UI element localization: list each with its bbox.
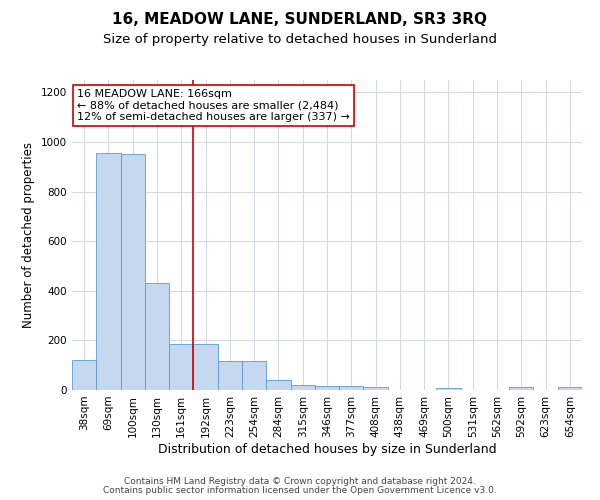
Bar xyxy=(339,386,364,390)
Bar xyxy=(364,387,388,390)
Bar xyxy=(290,385,315,390)
Bar xyxy=(72,360,96,390)
Bar xyxy=(145,284,169,390)
Bar xyxy=(96,153,121,390)
Bar xyxy=(121,154,145,390)
Bar xyxy=(218,362,242,390)
X-axis label: Distribution of detached houses by size in Sunderland: Distribution of detached houses by size … xyxy=(158,442,496,456)
Bar xyxy=(193,344,218,390)
Y-axis label: Number of detached properties: Number of detached properties xyxy=(22,142,35,328)
Bar xyxy=(558,387,582,390)
Text: Contains public sector information licensed under the Open Government Licence v3: Contains public sector information licen… xyxy=(103,486,497,495)
Bar xyxy=(509,387,533,390)
Text: Size of property relative to detached houses in Sunderland: Size of property relative to detached ho… xyxy=(103,32,497,46)
Bar xyxy=(242,362,266,390)
Bar xyxy=(266,380,290,390)
Bar xyxy=(169,344,193,390)
Text: 16 MEADOW LANE: 166sqm
← 88% of detached houses are smaller (2,484)
12% of semi-: 16 MEADOW LANE: 166sqm ← 88% of detached… xyxy=(77,90,350,122)
Bar xyxy=(315,386,339,390)
Text: Contains HM Land Registry data © Crown copyright and database right 2024.: Contains HM Land Registry data © Crown c… xyxy=(124,477,476,486)
Text: 16, MEADOW LANE, SUNDERLAND, SR3 3RQ: 16, MEADOW LANE, SUNDERLAND, SR3 3RQ xyxy=(113,12,487,28)
Bar xyxy=(436,388,461,390)
